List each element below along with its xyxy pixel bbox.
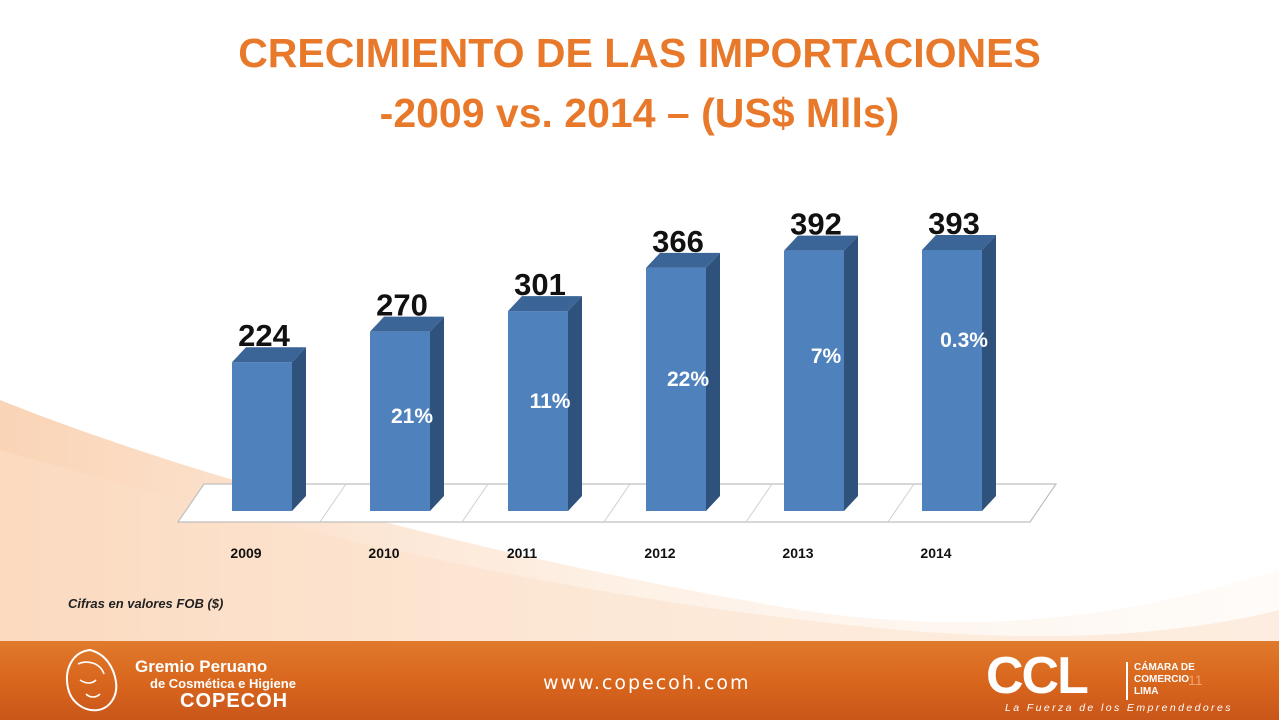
growth-label-2012: 22% — [667, 368, 709, 391]
x-tick-2011: 2011 — [507, 545, 538, 561]
bar-2009 — [232, 362, 292, 511]
growth-label-2010: 21% — [391, 405, 433, 428]
logo-divider — [1126, 662, 1128, 700]
bar-top-2012 — [646, 252, 720, 268]
floor-divider — [603, 483, 631, 523]
value-label-2012: 366 — [652, 224, 704, 259]
page-subtitle: -2009 vs. 2014 – (US$ Mlls) — [379, 90, 900, 136]
footnote: Cifras en valores FOB ($) — [68, 596, 224, 611]
bar-2014 — [922, 250, 982, 511]
bar-side-2012 — [706, 252, 720, 511]
face-logo-icon — [66, 648, 118, 712]
value-label-2013: 392 — [790, 207, 842, 242]
x-tick-2010: 2010 — [368, 545, 399, 561]
floor-divider — [319, 483, 347, 523]
footer-band — [0, 641, 1279, 720]
bar-top-2013 — [784, 235, 858, 251]
org-name-line3: COPECOH — [180, 690, 289, 712]
bar-2011 — [508, 311, 568, 511]
value-label-2014: 393 — [928, 206, 980, 241]
x-tick-2012: 2012 — [644, 545, 675, 561]
value-label-2009: 224 — [238, 318, 290, 353]
floor-divider — [887, 483, 915, 523]
bar-chart: 224 2009 270 21% 2010 301 11% 2011 366 22% 2012 392… — [176, 206, 1058, 561]
bar-top-2009 — [232, 347, 306, 363]
bar-side-2010 — [430, 316, 444, 511]
bar-top-2010 — [370, 316, 444, 332]
bar-side-2013 — [844, 235, 858, 511]
bar-2013 — [784, 250, 844, 511]
website-link[interactable]: www.copecoh.com — [543, 672, 751, 694]
x-tick-2009: 2009 — [230, 545, 261, 561]
value-label-2011: 301 — [514, 267, 566, 302]
ccl-name: CÁMARA DE COMERCIO LIMA — [1134, 662, 1195, 697]
bar-side-2014 — [982, 235, 996, 511]
bar-2010 — [370, 331, 430, 511]
growth-label-2013: 7% — [811, 345, 842, 368]
floor-divider — [745, 483, 773, 523]
page-number: 11 — [1188, 672, 1203, 688]
ccl-logo: CCL — [986, 647, 1089, 705]
bar-side-2011 — [568, 296, 582, 511]
bar-2012 — [646, 267, 706, 511]
floor-divider — [461, 483, 489, 523]
org-name-line1: Gremio Peruano — [135, 657, 268, 676]
bar-top-2011 — [508, 296, 582, 312]
page-title: CRECIMIENTO DE LAS IMPORTACIONES — [238, 30, 1041, 76]
tagline: La Fuerza de los Emprendedores — [1005, 702, 1233, 714]
x-tick-2013: 2013 — [782, 545, 813, 561]
value-label-2010: 270 — [376, 288, 428, 323]
growth-label-2014: 0.3% — [940, 329, 988, 352]
bar-top-2014 — [922, 235, 996, 250]
org-name-line2: de Cosmética e Higiene — [150, 676, 296, 691]
growth-label-2011: 11% — [530, 390, 571, 413]
x-tick-2014: 2014 — [920, 545, 951, 561]
bar-side-2009 — [292, 347, 306, 511]
